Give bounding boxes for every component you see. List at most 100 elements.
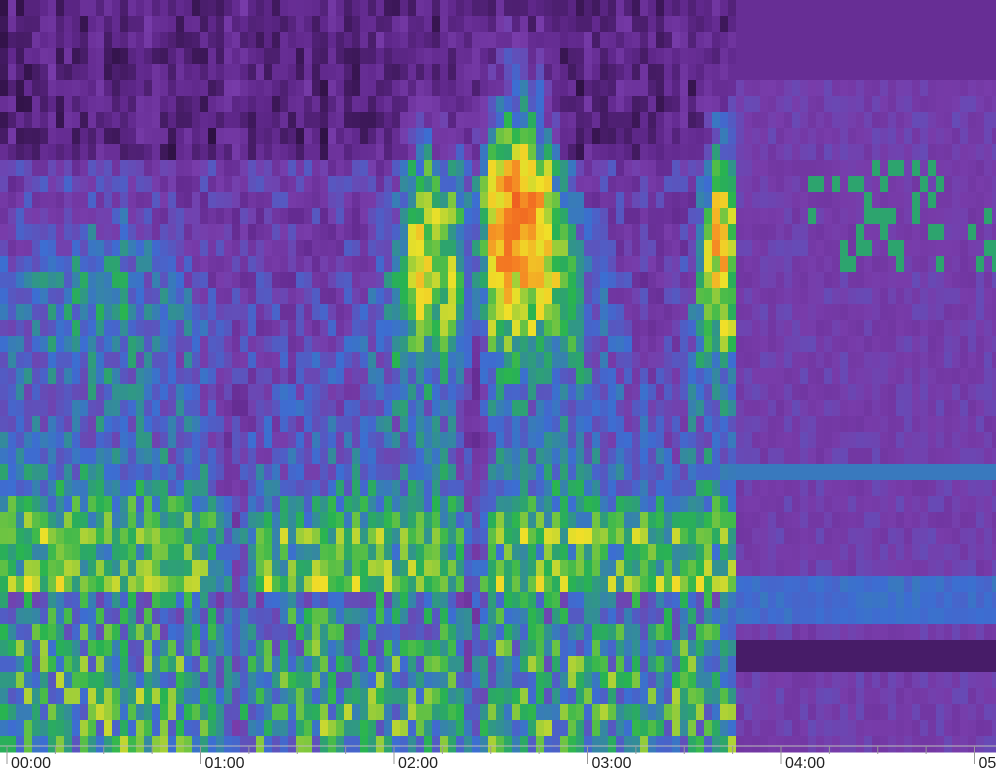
spectrogram-cell	[304, 288, 313, 305]
spectrogram-cell	[560, 720, 569, 737]
spectrogram-cell	[208, 192, 217, 209]
spectrogram-cell	[64, 400, 73, 417]
spectrogram-cell	[824, 656, 833, 673]
spectrogram-cell	[48, 608, 57, 625]
spectrogram-cell	[104, 640, 113, 657]
spectrogram-cell	[720, 416, 729, 433]
spectrogram-cell	[8, 304, 17, 321]
spectrogram-cell	[104, 176, 113, 193]
spectrogram-cell	[592, 304, 601, 321]
spectrogram-cell	[816, 672, 825, 689]
spectrogram-cell	[160, 272, 169, 289]
spectrogram-cell	[568, 240, 577, 257]
spectrogram-cell	[496, 208, 505, 225]
spectrogram-cell	[360, 544, 369, 561]
spectrogram-cell	[512, 688, 521, 705]
spectrogram-cell	[800, 544, 809, 561]
spectrogram-cell	[24, 240, 33, 257]
spectrogram-cell	[600, 512, 609, 529]
spectrogram-cell	[352, 448, 361, 465]
spectrogram-cell	[424, 192, 433, 209]
spectrogram-cell	[16, 96, 25, 113]
spectrogram-cell	[400, 80, 409, 97]
spectrogram-cell	[32, 352, 41, 369]
spectrogram-cell	[504, 560, 513, 577]
spectrogram-cell	[280, 688, 289, 705]
spectrogram-cell	[24, 560, 33, 577]
spectrogram-cell	[144, 272, 153, 289]
spectrogram-cell	[752, 304, 761, 321]
spectrogram-cell	[160, 560, 169, 577]
spectrogram-cell	[824, 512, 833, 529]
spectrogram-cell	[536, 224, 545, 241]
spectrogram-cell	[568, 432, 577, 449]
spectrogram-cell	[232, 0, 241, 17]
spectrogram-cell	[320, 672, 329, 689]
spectrogram-cell	[32, 176, 41, 193]
spectrogram-cell	[256, 224, 265, 241]
spectrogram-cell	[536, 464, 545, 481]
spectrogram-cell	[472, 64, 481, 81]
spectrogram-cell	[808, 704, 817, 721]
spectrogram-cell	[800, 704, 809, 721]
spectrogram-cell	[56, 448, 65, 465]
spectrogram-cell	[496, 560, 505, 577]
spectrogram-cell	[584, 416, 593, 433]
spectrogram-cell	[384, 64, 393, 81]
spectrogram-cell	[816, 448, 825, 465]
spectrogram-cell	[184, 352, 193, 369]
spectrogram-cell	[152, 320, 161, 337]
spectrogram-cell	[784, 320, 793, 337]
spectrogram-cell	[288, 48, 297, 65]
spectrogram-cell	[704, 224, 713, 241]
spectrogram-cell	[680, 512, 689, 529]
spectrogram-cell	[600, 352, 609, 369]
spectrogram-cell	[760, 96, 769, 113]
spectrogram-cell	[744, 624, 753, 641]
spectrogram-cell	[24, 16, 33, 33]
spectrogram-cell	[800, 304, 809, 321]
spectrogram-cell	[272, 288, 281, 305]
spectrogram-cell	[536, 160, 545, 177]
spectrogram-cell	[832, 736, 841, 753]
spectrogram-cell	[536, 496, 545, 513]
spectrogram-cell	[88, 32, 97, 49]
spectrogram-cell	[208, 80, 217, 97]
spectrogram-cell	[408, 640, 417, 657]
spectrogram-cell	[792, 576, 801, 593]
spectrogram-cell	[264, 464, 273, 481]
spectrogram-cell	[672, 672, 681, 689]
spectrogram-cell	[528, 608, 537, 625]
spectrogram-cell	[296, 480, 305, 497]
spectrogram-cell	[528, 336, 537, 353]
spectrogram-cell	[824, 336, 833, 353]
spectrogram-cell	[312, 624, 321, 641]
spectrogram-cell	[552, 336, 561, 353]
spectrogram-cell	[744, 320, 753, 337]
spectrogram-cell	[232, 624, 241, 641]
spectrogram-cell	[416, 720, 425, 737]
spectrogram-cell	[152, 368, 161, 385]
spectrogram-cell	[256, 176, 265, 193]
spectrogram-cell	[624, 624, 633, 641]
spectrogram-cell	[800, 640, 809, 657]
spectrogram-cell	[344, 704, 353, 721]
spectrogram-cell	[424, 480, 433, 497]
spectrogram-cell	[88, 512, 97, 529]
spectrogram-cell	[680, 656, 689, 673]
spectrogram-cell	[456, 736, 465, 753]
spectrogram-cell	[688, 464, 697, 481]
spectrogram-cell	[744, 96, 753, 113]
spectrogram-cell	[632, 112, 641, 129]
spectrogram-cell	[8, 672, 17, 689]
spectrogram-cell	[80, 400, 89, 417]
spectrogram-cell	[192, 224, 201, 241]
spectrogram-cell	[368, 112, 377, 129]
spectrogram-cell	[680, 240, 689, 257]
spectrogram-cell	[680, 560, 689, 577]
spectrogram-cell	[496, 48, 505, 65]
spectrogram-cell	[144, 256, 153, 273]
spectrogram-cell	[56, 320, 65, 337]
spectrogram-cell	[328, 512, 337, 529]
spectrogram-cell	[736, 416, 745, 433]
